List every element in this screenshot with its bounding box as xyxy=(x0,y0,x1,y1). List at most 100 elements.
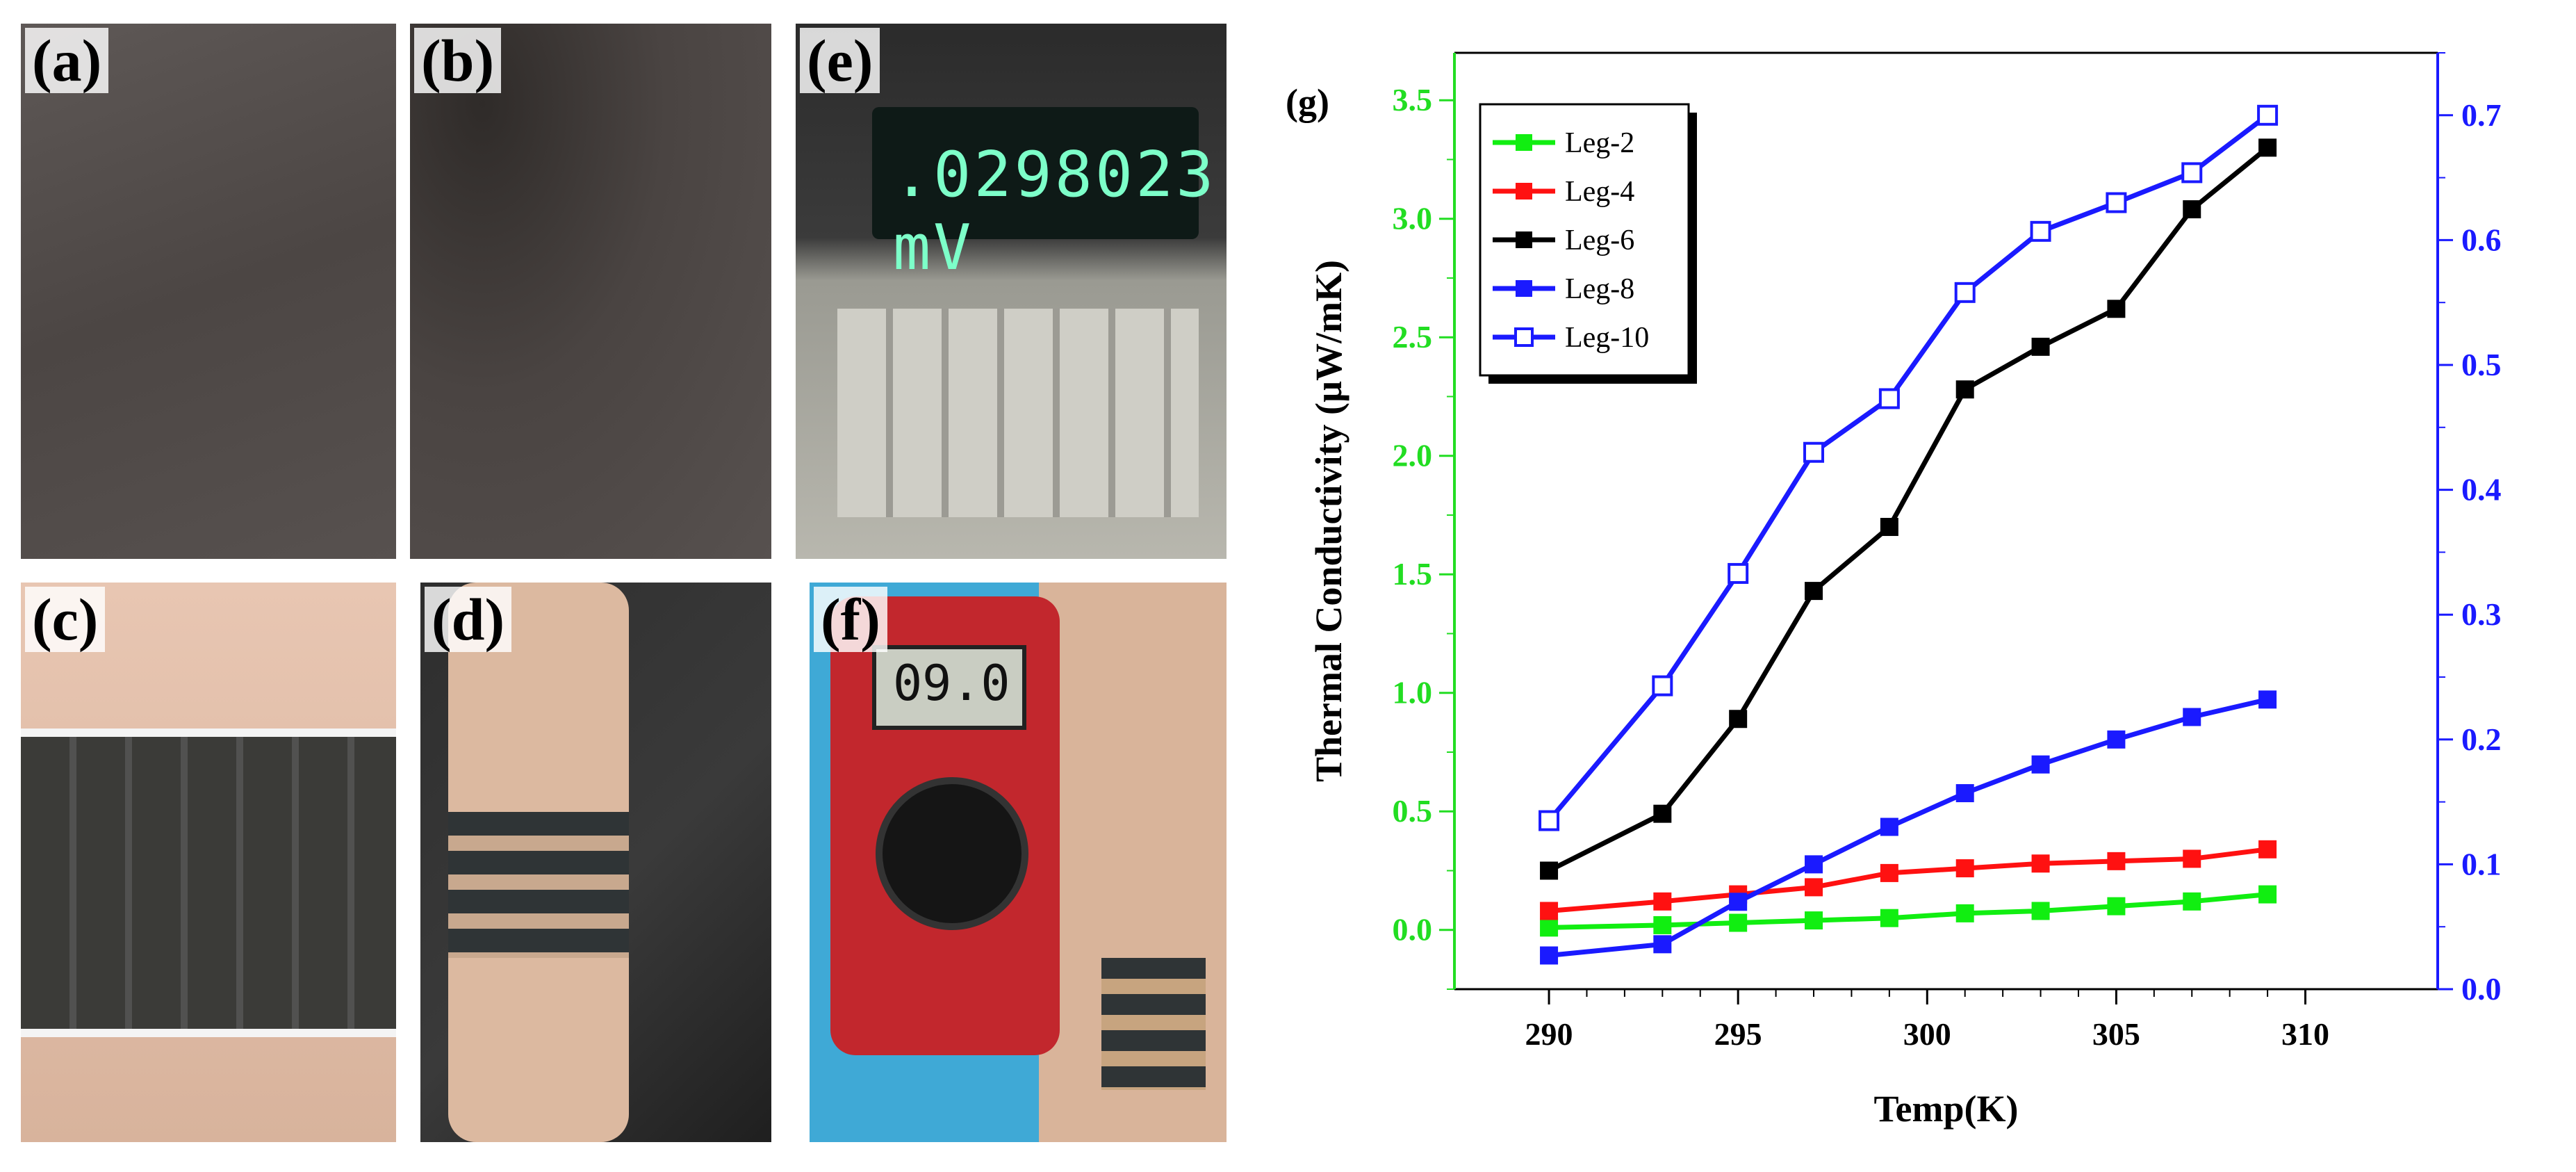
right-y-tick-label: 0.5 xyxy=(2461,347,2502,382)
multimeter-reading: 09.0 xyxy=(893,655,1010,712)
x-tick-label: 305 xyxy=(2092,1016,2140,1052)
left-y-tick-label: 3.0 xyxy=(1393,201,1433,236)
data-point-leg-4 xyxy=(2258,840,2277,858)
x-tick-label: 310 xyxy=(2281,1016,2329,1052)
left-y-tick-label: 1.0 xyxy=(1393,675,1433,710)
data-point-leg-8 xyxy=(2107,730,2126,749)
data-point-leg-6 xyxy=(2031,337,2050,356)
panel-label-g: (g) xyxy=(1286,81,1329,123)
chart-panel-g: (g) 290 295 300 305 310 0.0 0.5 1.0 1.5 2.0 2.5 3.0… xyxy=(1286,51,2502,1130)
legend-label: Leg-6 xyxy=(1565,225,1634,257)
data-point-leg-8 xyxy=(2183,708,2201,726)
multimeter-dial xyxy=(876,777,1028,930)
data-point-leg-4 xyxy=(2183,849,2201,868)
series-line-leg-4 xyxy=(1548,847,2268,913)
right-y-tick-label: 0.3 xyxy=(2461,596,2502,632)
series-line-leg-10 xyxy=(1547,113,2270,822)
data-point-leg-10 xyxy=(2181,162,2203,184)
panel-label-a: (a) xyxy=(25,28,109,93)
data-point-leg-6 xyxy=(2183,200,2201,219)
wristband-device xyxy=(21,729,396,1037)
data-point-leg-10 xyxy=(1878,388,1900,409)
data-point-leg-2 xyxy=(2107,897,2126,915)
x-axis-title: Temp(K) xyxy=(1873,1088,2018,1130)
data-point-leg-6 xyxy=(2258,138,2277,157)
left-y-tick-label: 1.5 xyxy=(1393,556,1433,592)
legend-swatch-marker xyxy=(1516,280,1532,297)
data-point-leg-2 xyxy=(1955,904,1974,922)
data-point-leg-4 xyxy=(1880,863,1898,882)
data-point-leg-8 xyxy=(1540,946,1559,965)
right-y-tick-label: 0.7 xyxy=(2461,97,2502,133)
x-tick-label: 290 xyxy=(1525,1016,1573,1052)
x-tick-label: 295 xyxy=(1714,1016,1762,1052)
data-point-leg-8 xyxy=(2258,690,2277,709)
series-line-leg-8 xyxy=(1548,697,2268,958)
data-point-leg-2 xyxy=(2031,902,2050,920)
legend-swatch-marker xyxy=(1516,231,1532,248)
legend-swatch-marker xyxy=(1514,327,1534,347)
panel-label-f: (f) xyxy=(814,587,887,652)
data-point-leg-4 xyxy=(1955,859,1974,878)
series-line-leg-6 xyxy=(1548,145,2270,873)
data-point-leg-10 xyxy=(2030,220,2051,242)
photo-panel-f: 09.0 (f) xyxy=(810,583,1227,1142)
legend-label: Leg-2 xyxy=(1565,127,1634,159)
legend-swatch-marker xyxy=(1516,183,1532,200)
panel-label-d: (d) xyxy=(425,587,512,652)
right-y-tick-label: 0.6 xyxy=(2461,222,2502,257)
left-y-axis-title: Thermal Conductivity (µW/mK) xyxy=(1308,260,1349,782)
left-y-tick-label: 0.5 xyxy=(1393,793,1433,829)
data-point-leg-2 xyxy=(2183,892,2201,911)
legend-label: Leg-4 xyxy=(1565,176,1634,208)
photo-panel-a: (a) xyxy=(21,24,396,559)
photo-panel-e: .0298023 mV (e) xyxy=(796,24,1227,559)
data-point-leg-4 xyxy=(1540,902,1559,920)
data-point-leg-8 xyxy=(2031,755,2050,774)
photo-panel-b: (b) xyxy=(410,24,771,559)
wrist-te-legs xyxy=(448,812,629,958)
data-point-leg-6 xyxy=(2107,300,2126,318)
data-point-leg-2 xyxy=(1540,918,1559,937)
voltmeter-buttons xyxy=(837,309,1199,517)
data-point-leg-8 xyxy=(1805,855,1823,874)
data-point-leg-2 xyxy=(1653,915,1672,934)
legend-swatch-marker xyxy=(1516,134,1532,151)
legend-label: Leg-8 xyxy=(1565,273,1634,305)
panel-label-e: (e) xyxy=(800,28,880,93)
data-point-leg-6 xyxy=(1880,518,1898,537)
data-point-leg-10 xyxy=(2106,192,2127,213)
data-point-leg-8 xyxy=(1653,935,1672,954)
data-point-leg-10 xyxy=(1803,441,1825,463)
left-y-tick-label: 2.5 xyxy=(1393,319,1433,355)
data-point-leg-6 xyxy=(1540,861,1559,880)
data-point-leg-8 xyxy=(1729,893,1748,911)
data-point-leg-10 xyxy=(1728,562,1749,584)
multimeter-screen xyxy=(872,645,1026,730)
right-y-tick-label: 0.1 xyxy=(2461,846,2502,881)
voltmeter-display xyxy=(872,107,1199,239)
data-point-leg-10 xyxy=(1652,675,1673,697)
left-y-tick-label: 0.0 xyxy=(1393,912,1433,947)
panel-label-c: (c) xyxy=(25,587,106,652)
data-point-leg-2 xyxy=(1805,911,1823,930)
data-point-leg-10 xyxy=(2257,104,2279,126)
left-y-tick-label: 2.0 xyxy=(1393,438,1433,473)
right-y-tick-label: 0.0 xyxy=(2461,971,2502,1007)
forearm-te-device xyxy=(1101,958,1206,1090)
data-point-leg-8 xyxy=(1955,784,1974,803)
data-point-leg-2 xyxy=(1729,913,1748,932)
right-y-tick-label: 0.2 xyxy=(2461,722,2502,757)
data-point-leg-10 xyxy=(1954,282,1976,303)
data-point-leg-6 xyxy=(1729,710,1748,729)
left-y-tick-label: 3.5 xyxy=(1393,82,1433,117)
data-point-leg-8 xyxy=(1880,817,1898,836)
legend-label: Leg-10 xyxy=(1565,322,1649,354)
right-y-tick-label: 0.4 xyxy=(2461,472,2502,507)
data-point-leg-4 xyxy=(1653,892,1672,911)
panel-label-b: (b) xyxy=(414,28,502,93)
voltmeter-reading: .0298023 mV xyxy=(893,138,1217,284)
data-point-leg-10 xyxy=(1539,810,1560,831)
data-point-leg-4 xyxy=(2107,852,2126,870)
photo-panel-d: (d) xyxy=(420,583,771,1142)
